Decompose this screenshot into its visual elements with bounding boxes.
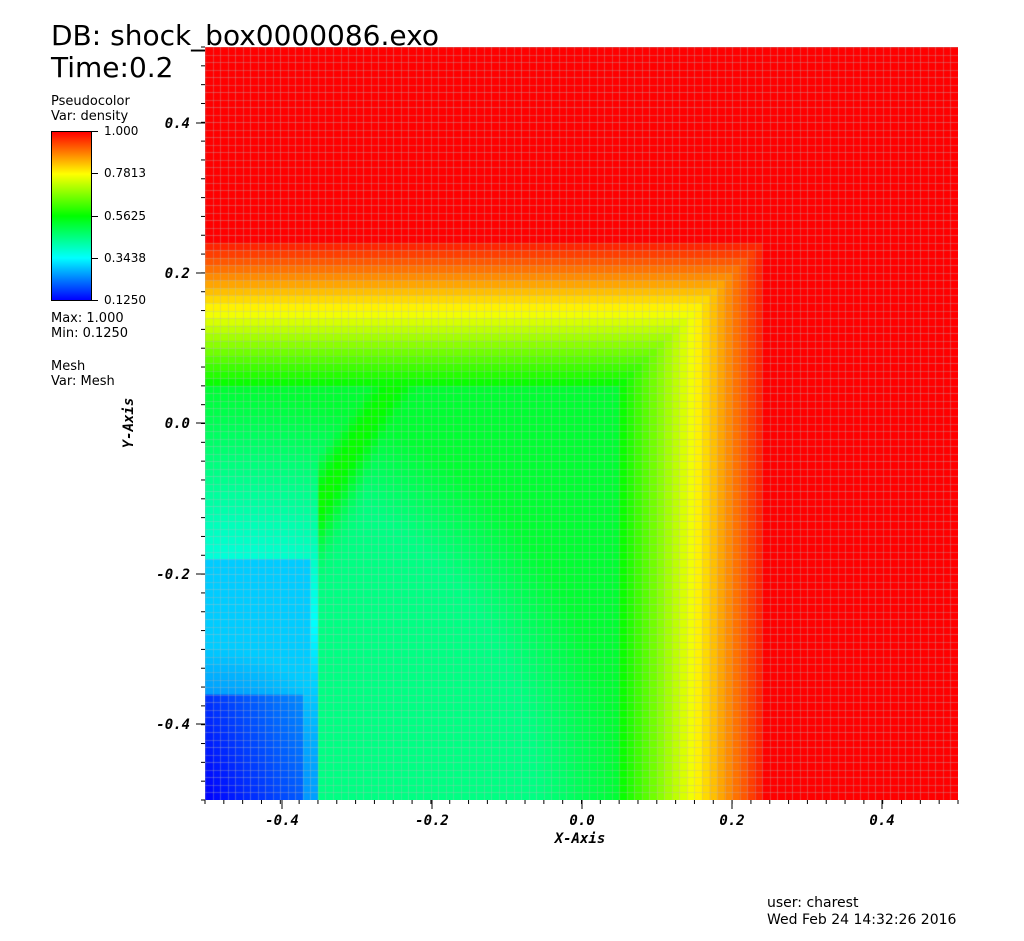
x-tick-label: 0.0 xyxy=(569,813,594,829)
x-axis-title: X-Axis xyxy=(554,831,606,847)
y-tick-label: 0.0 xyxy=(165,416,190,432)
legend-plot-type: Pseudocolor xyxy=(51,94,130,109)
mesh-legend-plot-type: Mesh xyxy=(51,359,86,374)
legend-tick-label: 1.000 xyxy=(104,124,139,138)
legend-tick-label: 0.1250 xyxy=(104,293,146,307)
database-title: DB: shock_box0000086.exo xyxy=(51,19,439,52)
x-axis-minor-ticks xyxy=(204,800,959,804)
color-legend-bar xyxy=(51,131,92,301)
legend-tick-label: 0.3438 xyxy=(104,251,146,265)
y-tick-label: 0.2 xyxy=(165,266,190,282)
plot-area[interactable] xyxy=(205,47,958,800)
time-title: Time:0.2 xyxy=(51,51,174,84)
y-tick-label: 0.4 xyxy=(165,116,190,132)
x-tick-label: 0.4 xyxy=(869,813,894,829)
legend-tick xyxy=(92,300,98,301)
mesh-legend-variable: Var: Mesh xyxy=(51,374,115,389)
legend-tick xyxy=(92,216,98,217)
x-tick-label: -0.2 xyxy=(415,813,449,829)
x-tick-label: -0.4 xyxy=(265,813,299,829)
x-tick-label: 0.2 xyxy=(719,813,744,829)
legend-tick xyxy=(92,258,98,259)
legend-tick xyxy=(92,173,98,174)
y-tick-label: -0.4 xyxy=(156,717,190,733)
footer-user: user: charest xyxy=(767,895,859,911)
legend-tick xyxy=(92,131,98,132)
legend-min-value: Min: 0.1250 xyxy=(51,326,129,341)
footer-timestamp: Wed Feb 24 14:32:26 2016 xyxy=(767,912,957,928)
legend-variable: Var: density xyxy=(51,109,129,124)
density-heatmap xyxy=(205,47,958,800)
legend-max-value: Max: 1.000 xyxy=(51,311,124,326)
legend-tick-label: 0.5625 xyxy=(104,209,146,223)
y-axis-title: Y-Axis xyxy=(121,398,137,449)
legend-tick-label: 0.7813 xyxy=(104,166,146,180)
y-tick-label: -0.2 xyxy=(156,567,190,583)
